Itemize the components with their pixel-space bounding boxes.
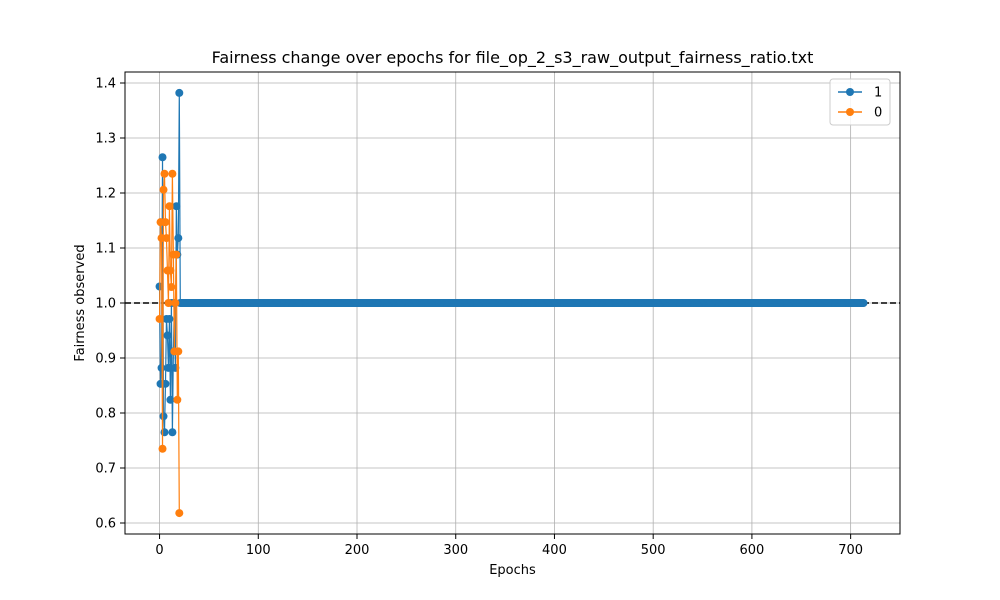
x-tick-label: 400 [542, 543, 567, 558]
x-tick-label: 300 [443, 543, 468, 558]
data-point [160, 169, 169, 178]
legend-label: 1 [874, 86, 882, 101]
y-tick-label: 0.7 [95, 462, 116, 477]
data-point [164, 363, 173, 372]
data-point [159, 412, 168, 421]
data-point [160, 428, 169, 437]
data-point [174, 347, 183, 356]
data-point [155, 314, 164, 323]
data-point [175, 509, 184, 518]
y-tick-label: 1.1 [95, 242, 116, 257]
data-point [163, 331, 172, 340]
y-tick-label: 0.8 [95, 407, 116, 422]
legend-box [829, 78, 891, 126]
y-tick-label: 1.3 [95, 132, 116, 147]
y-tick-label: 0.9 [95, 352, 116, 367]
ticks: 0 100 200 300 400 500 600 700 0.6 0.7 0.8 0.9 1.0 1.1… [95, 77, 863, 559]
y-tick-label: 0.6 [95, 517, 116, 532]
x-tick-label: 200 [345, 543, 370, 558]
data-point [164, 299, 173, 307]
data-point [173, 395, 182, 404]
data-point [167, 283, 176, 292]
x-tick-label: 100 [246, 543, 271, 558]
data-point [174, 234, 183, 243]
series-0 [155, 169, 184, 518]
data-point [165, 314, 174, 323]
x-tick-label: 700 [838, 543, 863, 558]
data-point [175, 88, 184, 97]
x-tick-label: 600 [739, 543, 764, 558]
data-point [158, 444, 167, 453]
data-point [161, 379, 170, 388]
data-point [172, 250, 181, 259]
x-axis-label: Epochs [489, 563, 536, 578]
data-point [165, 202, 174, 211]
x-tick-label: 500 [641, 543, 666, 558]
data-point [168, 428, 177, 437]
legend-item-0: 0 [838, 106, 882, 121]
data-point [166, 395, 175, 404]
grid [125, 72, 900, 534]
chart-title: Fairness change over epochs for file_op_… [212, 48, 814, 68]
data-point [166, 266, 175, 275]
data-point [171, 299, 180, 307]
legend-item-1: 1 [838, 86, 882, 101]
data-point [158, 153, 167, 162]
data-point [168, 169, 177, 178]
legend-marker [846, 88, 854, 96]
data-point [859, 299, 868, 307]
legend: 10 [829, 78, 891, 126]
data-point [162, 234, 171, 243]
legend-marker [846, 108, 854, 116]
data-point [159, 185, 168, 194]
y-axis-label: Fairness observed [73, 244, 88, 361]
series-group [155, 88, 868, 518]
data-point [157, 363, 166, 372]
data-point [172, 202, 181, 211]
x-tick-label: 0 [155, 543, 163, 558]
data-point [161, 218, 170, 227]
y-tick-label: 1.4 [95, 77, 116, 92]
y-tick-label: 1.0 [95, 297, 116, 312]
legend-label: 0 [874, 106, 882, 121]
y-tick-label: 1.2 [95, 187, 116, 202]
